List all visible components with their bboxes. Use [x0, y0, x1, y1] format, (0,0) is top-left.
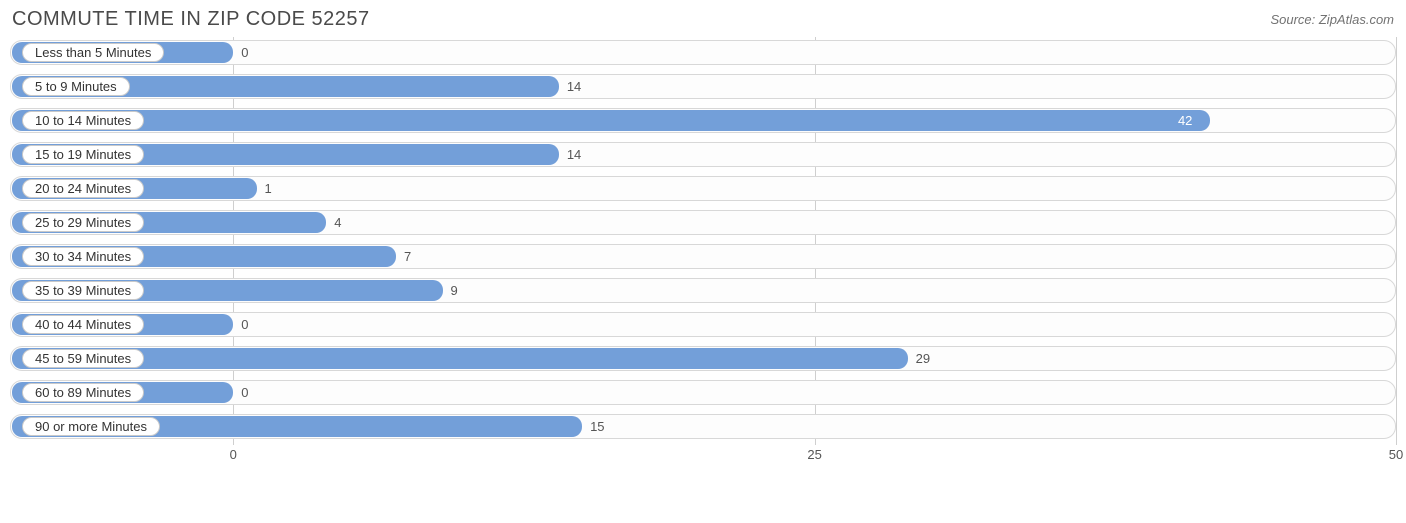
value-label: 14	[567, 76, 581, 97]
chart-header: COMMUTE TIME IN ZIP CODE 52257 Source: Z…	[10, 8, 1396, 37]
value-label: 9	[451, 280, 458, 301]
value-label: 0	[241, 42, 248, 63]
bar-row: 30 to 34 Minutes 7	[10, 241, 1396, 272]
category-label: 30 to 34 Minutes	[22, 247, 144, 266]
bar-fill	[12, 110, 1210, 131]
category-label: 15 to 19 Minutes	[22, 145, 144, 164]
axis-tick-label: 0	[230, 447, 237, 462]
bar-row: 40 to 44 Minutes 0	[10, 309, 1396, 340]
category-label: 10 to 14 Minutes	[22, 111, 144, 130]
value-label: 0	[241, 382, 248, 403]
chart-source: Source: ZipAtlas.com	[1270, 12, 1394, 27]
value-label: 29	[916, 348, 930, 369]
value-label: 15	[590, 416, 604, 437]
x-axis: 02550	[10, 445, 1396, 475]
category-label: 60 to 89 Minutes	[22, 383, 144, 402]
category-label: 5 to 9 Minutes	[22, 77, 130, 96]
value-label: 4	[334, 212, 341, 233]
value-label: 7	[404, 246, 411, 267]
bar-row: 5 to 9 Minutes 14	[10, 71, 1396, 102]
grid-line	[1396, 37, 1397, 445]
chart-title: COMMUTE TIME IN ZIP CODE 52257	[12, 8, 370, 31]
value-label: 0	[241, 314, 248, 335]
bar-row: 25 to 29 Minutes 4	[10, 207, 1396, 238]
category-label: 45 to 59 Minutes	[22, 349, 144, 368]
category-label: Less than 5 Minutes	[22, 43, 164, 62]
category-label: 90 or more Minutes	[22, 417, 160, 436]
value-label: 1	[265, 178, 272, 199]
value-label: 42	[1178, 110, 1192, 131]
chart-area: Less than 5 Minutes05 to 9 Minutes1410 t…	[10, 37, 1396, 442]
bar-row: 60 to 89 Minutes 0	[10, 377, 1396, 408]
category-label: 40 to 44 Minutes	[22, 315, 144, 334]
bar-row: Less than 5 Minutes 0	[10, 37, 1396, 68]
bar-row: 35 to 39 Minutes 9	[10, 275, 1396, 306]
bar-row: 10 to 14 Minutes 42	[10, 105, 1396, 136]
category-label: 20 to 24 Minutes	[22, 179, 144, 198]
bar-row: 20 to 24 Minutes 1	[10, 173, 1396, 204]
category-label: 25 to 29 Minutes	[22, 213, 144, 232]
axis-tick-label: 25	[807, 447, 821, 462]
bar-row: 45 to 59 Minutes 29	[10, 343, 1396, 374]
axis-tick-label: 50	[1389, 447, 1403, 462]
category-label: 35 to 39 Minutes	[22, 281, 144, 300]
value-label: 14	[567, 144, 581, 165]
bar-row: 15 to 19 Minutes 14	[10, 139, 1396, 170]
bar-row: 90 or more Minutes 15	[10, 411, 1396, 442]
bar-fill	[12, 348, 908, 369]
chart-container: COMMUTE TIME IN ZIP CODE 52257 Source: Z…	[0, 0, 1406, 523]
